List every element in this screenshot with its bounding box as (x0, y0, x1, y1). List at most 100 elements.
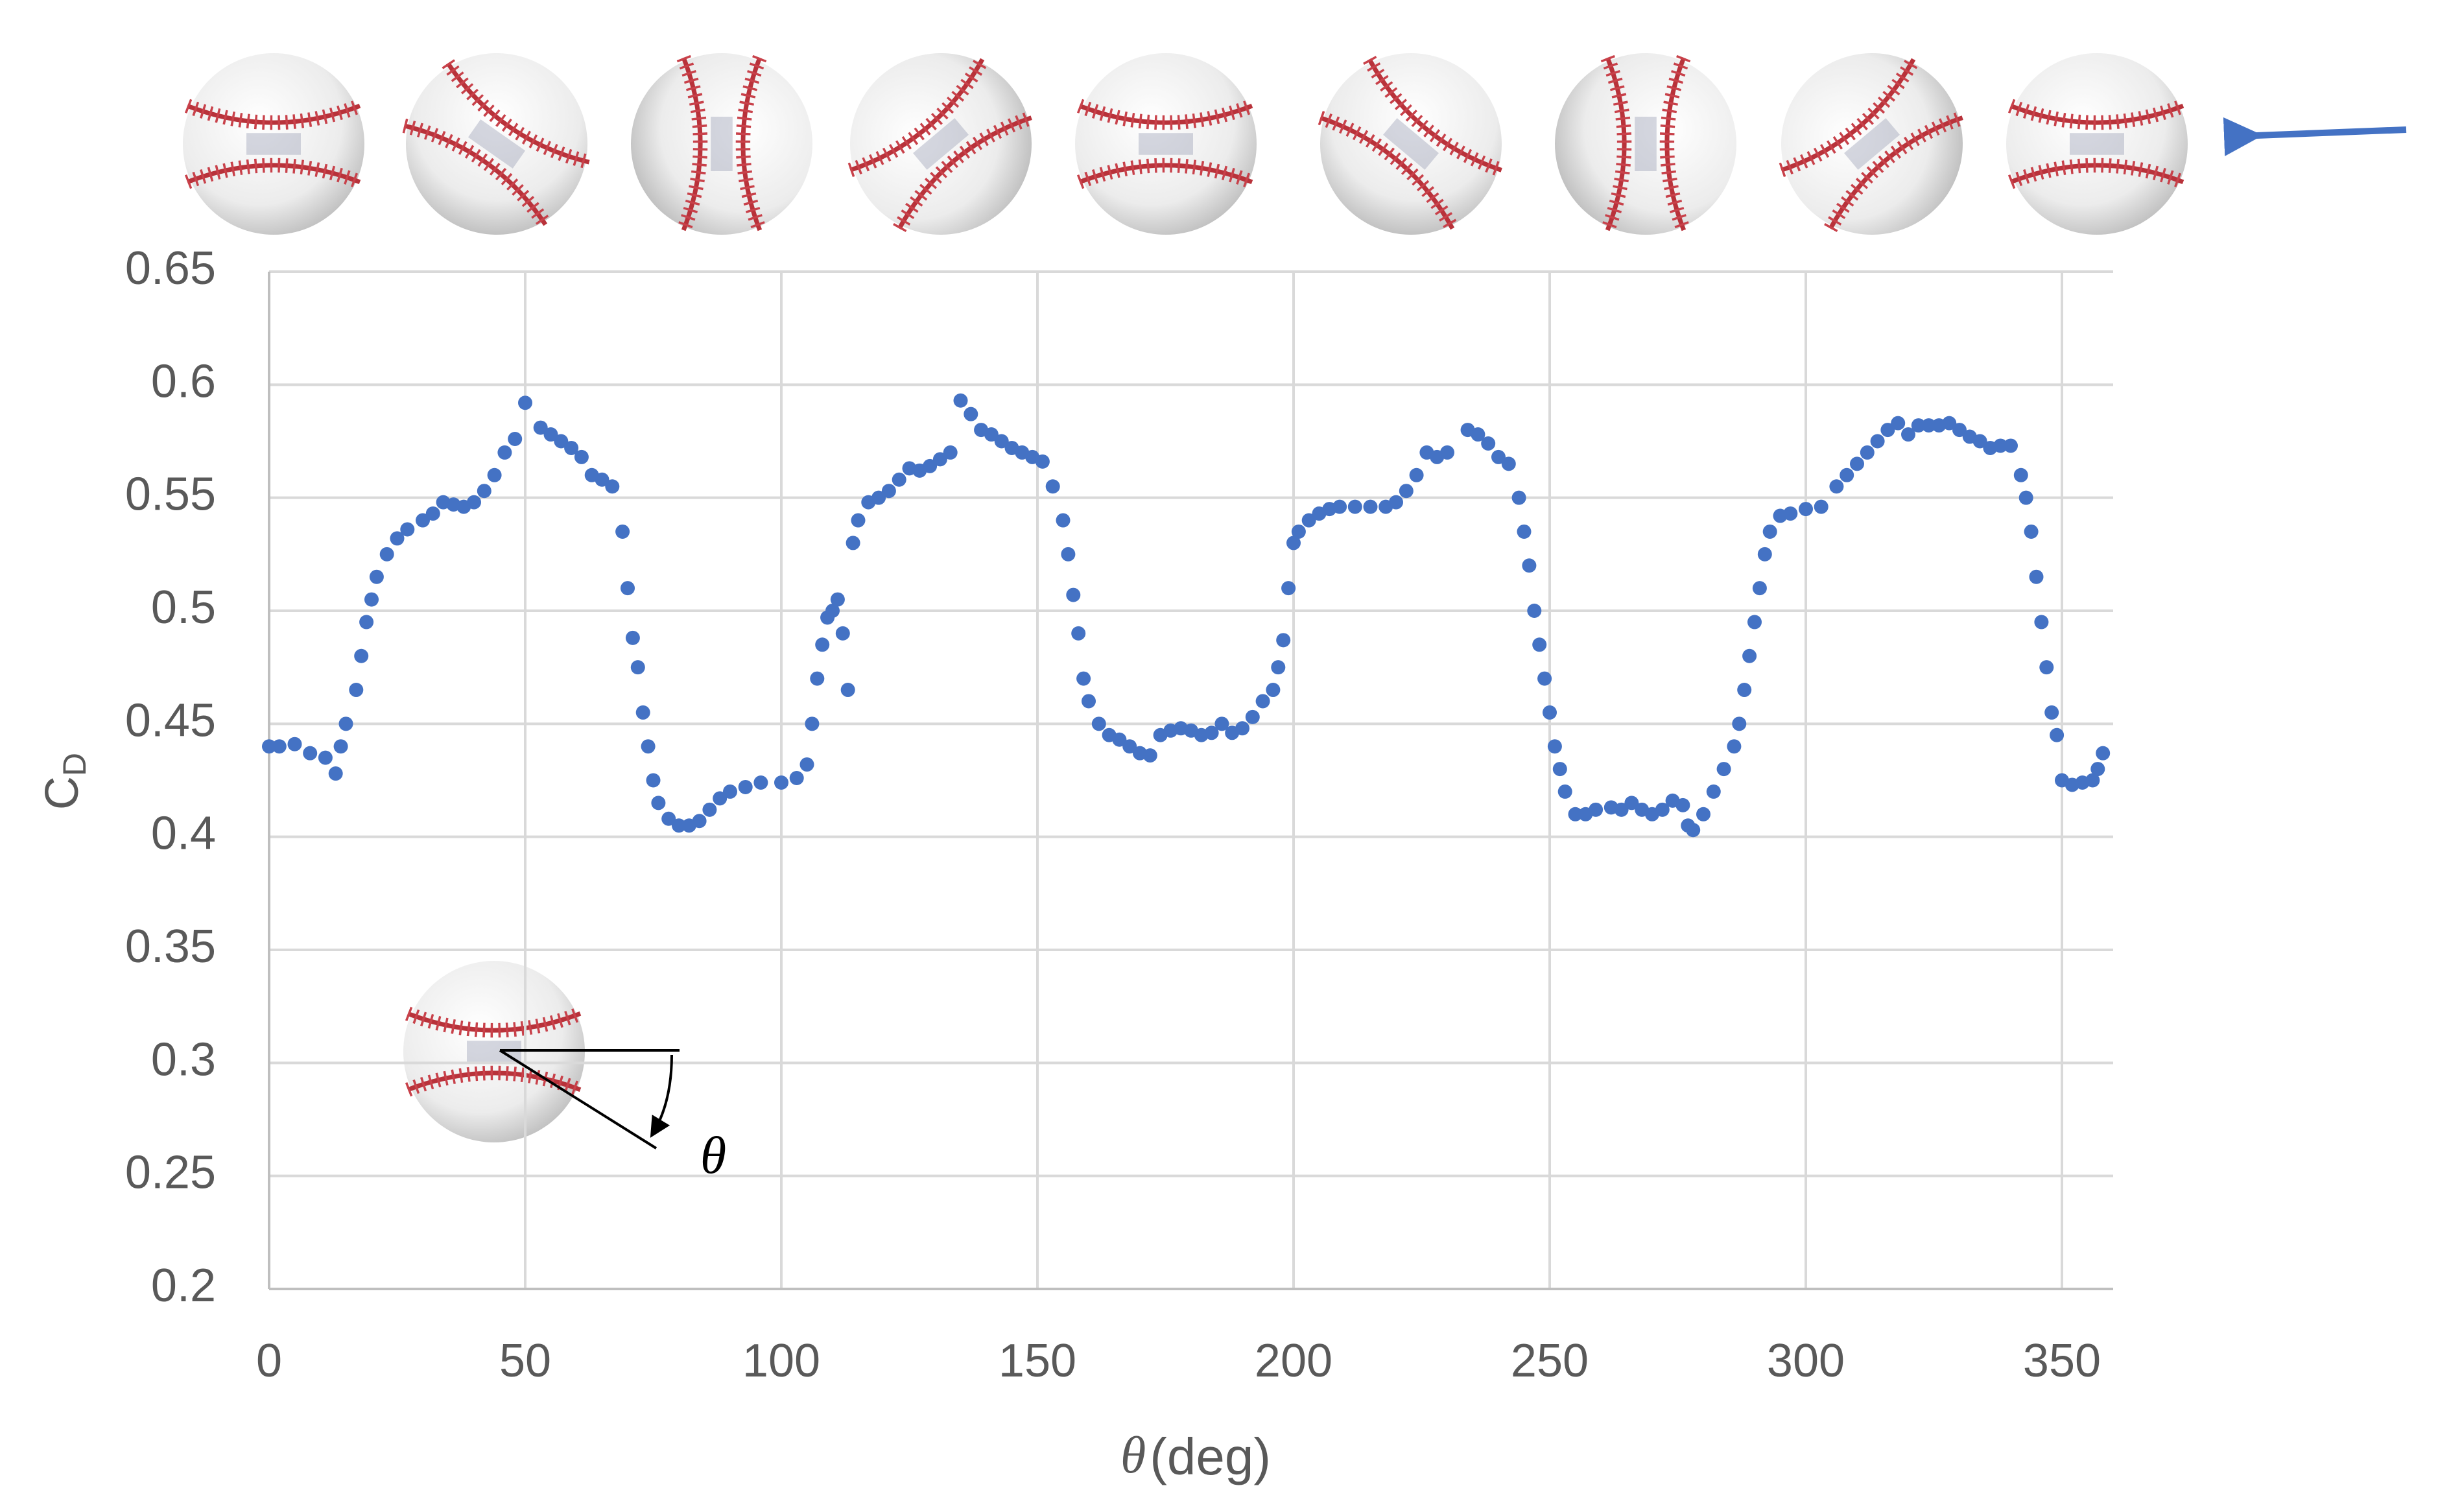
data-point (1737, 683, 1752, 698)
data-point (1829, 479, 1844, 494)
y-axis-label-subscript: D (56, 753, 93, 776)
ball-body (850, 53, 1032, 235)
data-point (1045, 479, 1060, 494)
data-point (713, 791, 728, 806)
data-point (1783, 506, 1798, 521)
data-point (390, 531, 405, 546)
data-point (554, 434, 569, 449)
data-point (881, 484, 896, 499)
data-point (354, 648, 369, 663)
x-axis-label-symbol: θ (1120, 1427, 1146, 1484)
ball-body (631, 53, 812, 235)
data-point (574, 449, 589, 464)
data-point (1747, 615, 1762, 630)
data-point (738, 779, 753, 794)
data-point (1527, 604, 1542, 618)
baseball (1075, 53, 1257, 235)
y-tick-label: 0.35 (125, 921, 216, 973)
data-point (672, 818, 686, 833)
data-point (1491, 449, 1506, 464)
data-point (508, 432, 523, 447)
data-point (825, 604, 840, 618)
stitches (184, 158, 363, 189)
data-point (467, 495, 481, 510)
data-point (1942, 416, 1957, 431)
data-point (994, 434, 1009, 449)
data-point (1614, 802, 1629, 817)
stitches (1600, 54, 1632, 233)
data-point (1071, 626, 1086, 641)
x-tick-label: 0 (256, 1335, 282, 1387)
data-point (1537, 671, 1552, 686)
data-point (1840, 467, 1854, 482)
x-tick-label: 100 (742, 1335, 820, 1387)
data-point (621, 581, 635, 596)
logo (246, 133, 301, 155)
data-point (2096, 746, 2111, 761)
data-point (1266, 683, 1281, 698)
x-axis-label: θ(deg) (1120, 1427, 1271, 1485)
data-point (2050, 727, 2065, 742)
data-point (1716, 762, 1731, 777)
data-point (2034, 615, 2049, 630)
data-point (1860, 445, 1875, 460)
data-point (497, 445, 512, 460)
data-point (692, 814, 707, 829)
data-point (753, 775, 768, 790)
x-tick-label: 50 (499, 1335, 551, 1387)
y-tick-label: 0.25 (125, 1147, 216, 1199)
logo (711, 117, 733, 171)
data-point (1993, 438, 2008, 453)
y-tick-label: 0.2 (151, 1260, 216, 1312)
data-point (1921, 418, 1936, 433)
y-tick-label: 0.55 (125, 469, 216, 521)
ball-body (1555, 53, 1736, 235)
data-point (774, 775, 788, 790)
ball-body (1781, 53, 1963, 235)
stitches (442, 59, 591, 169)
data-point (953, 393, 968, 408)
stitches (2007, 99, 2186, 130)
data-point (1214, 716, 1229, 731)
y-axis-label: CD (36, 753, 93, 810)
data-point (1276, 633, 1291, 648)
data-point (1552, 762, 1567, 777)
data-point (651, 796, 666, 810)
x-tick-label: 250 (1511, 1335, 1589, 1387)
data-point (789, 771, 804, 786)
baseball (1779, 53, 1965, 235)
stitches (1076, 158, 1255, 189)
y-tick-label: 0.3 (151, 1034, 216, 1085)
logo (2070, 133, 2124, 155)
data-point (359, 615, 374, 630)
y-axis-label-main: C (36, 776, 88, 810)
data-point (1112, 732, 1127, 747)
data-point (287, 737, 302, 751)
data-point (1762, 524, 1777, 539)
data-point (1752, 581, 1767, 596)
data-point (333, 739, 348, 754)
data-point (2004, 438, 2018, 453)
data-point (1547, 739, 1562, 754)
data-point (871, 490, 886, 505)
data-point (379, 547, 394, 561)
data-point (1686, 823, 1701, 838)
x-tick-label: 200 (1255, 1335, 1332, 1387)
data-point (1481, 436, 1496, 451)
data-point (1332, 499, 1347, 514)
y-tick-label: 0.45 (125, 694, 216, 746)
data-point (851, 513, 866, 528)
data-point (1281, 581, 1296, 596)
data-point (1742, 648, 1757, 663)
data-point (1532, 637, 1547, 652)
data-point (318, 750, 333, 765)
data-point (595, 472, 610, 487)
data-point (1543, 705, 1557, 720)
logo (1844, 118, 1900, 170)
data-point (2090, 762, 2105, 777)
data-point (815, 637, 830, 652)
data-point (846, 536, 860, 550)
decorations (183, 53, 2188, 1142)
data-point (477, 484, 491, 499)
